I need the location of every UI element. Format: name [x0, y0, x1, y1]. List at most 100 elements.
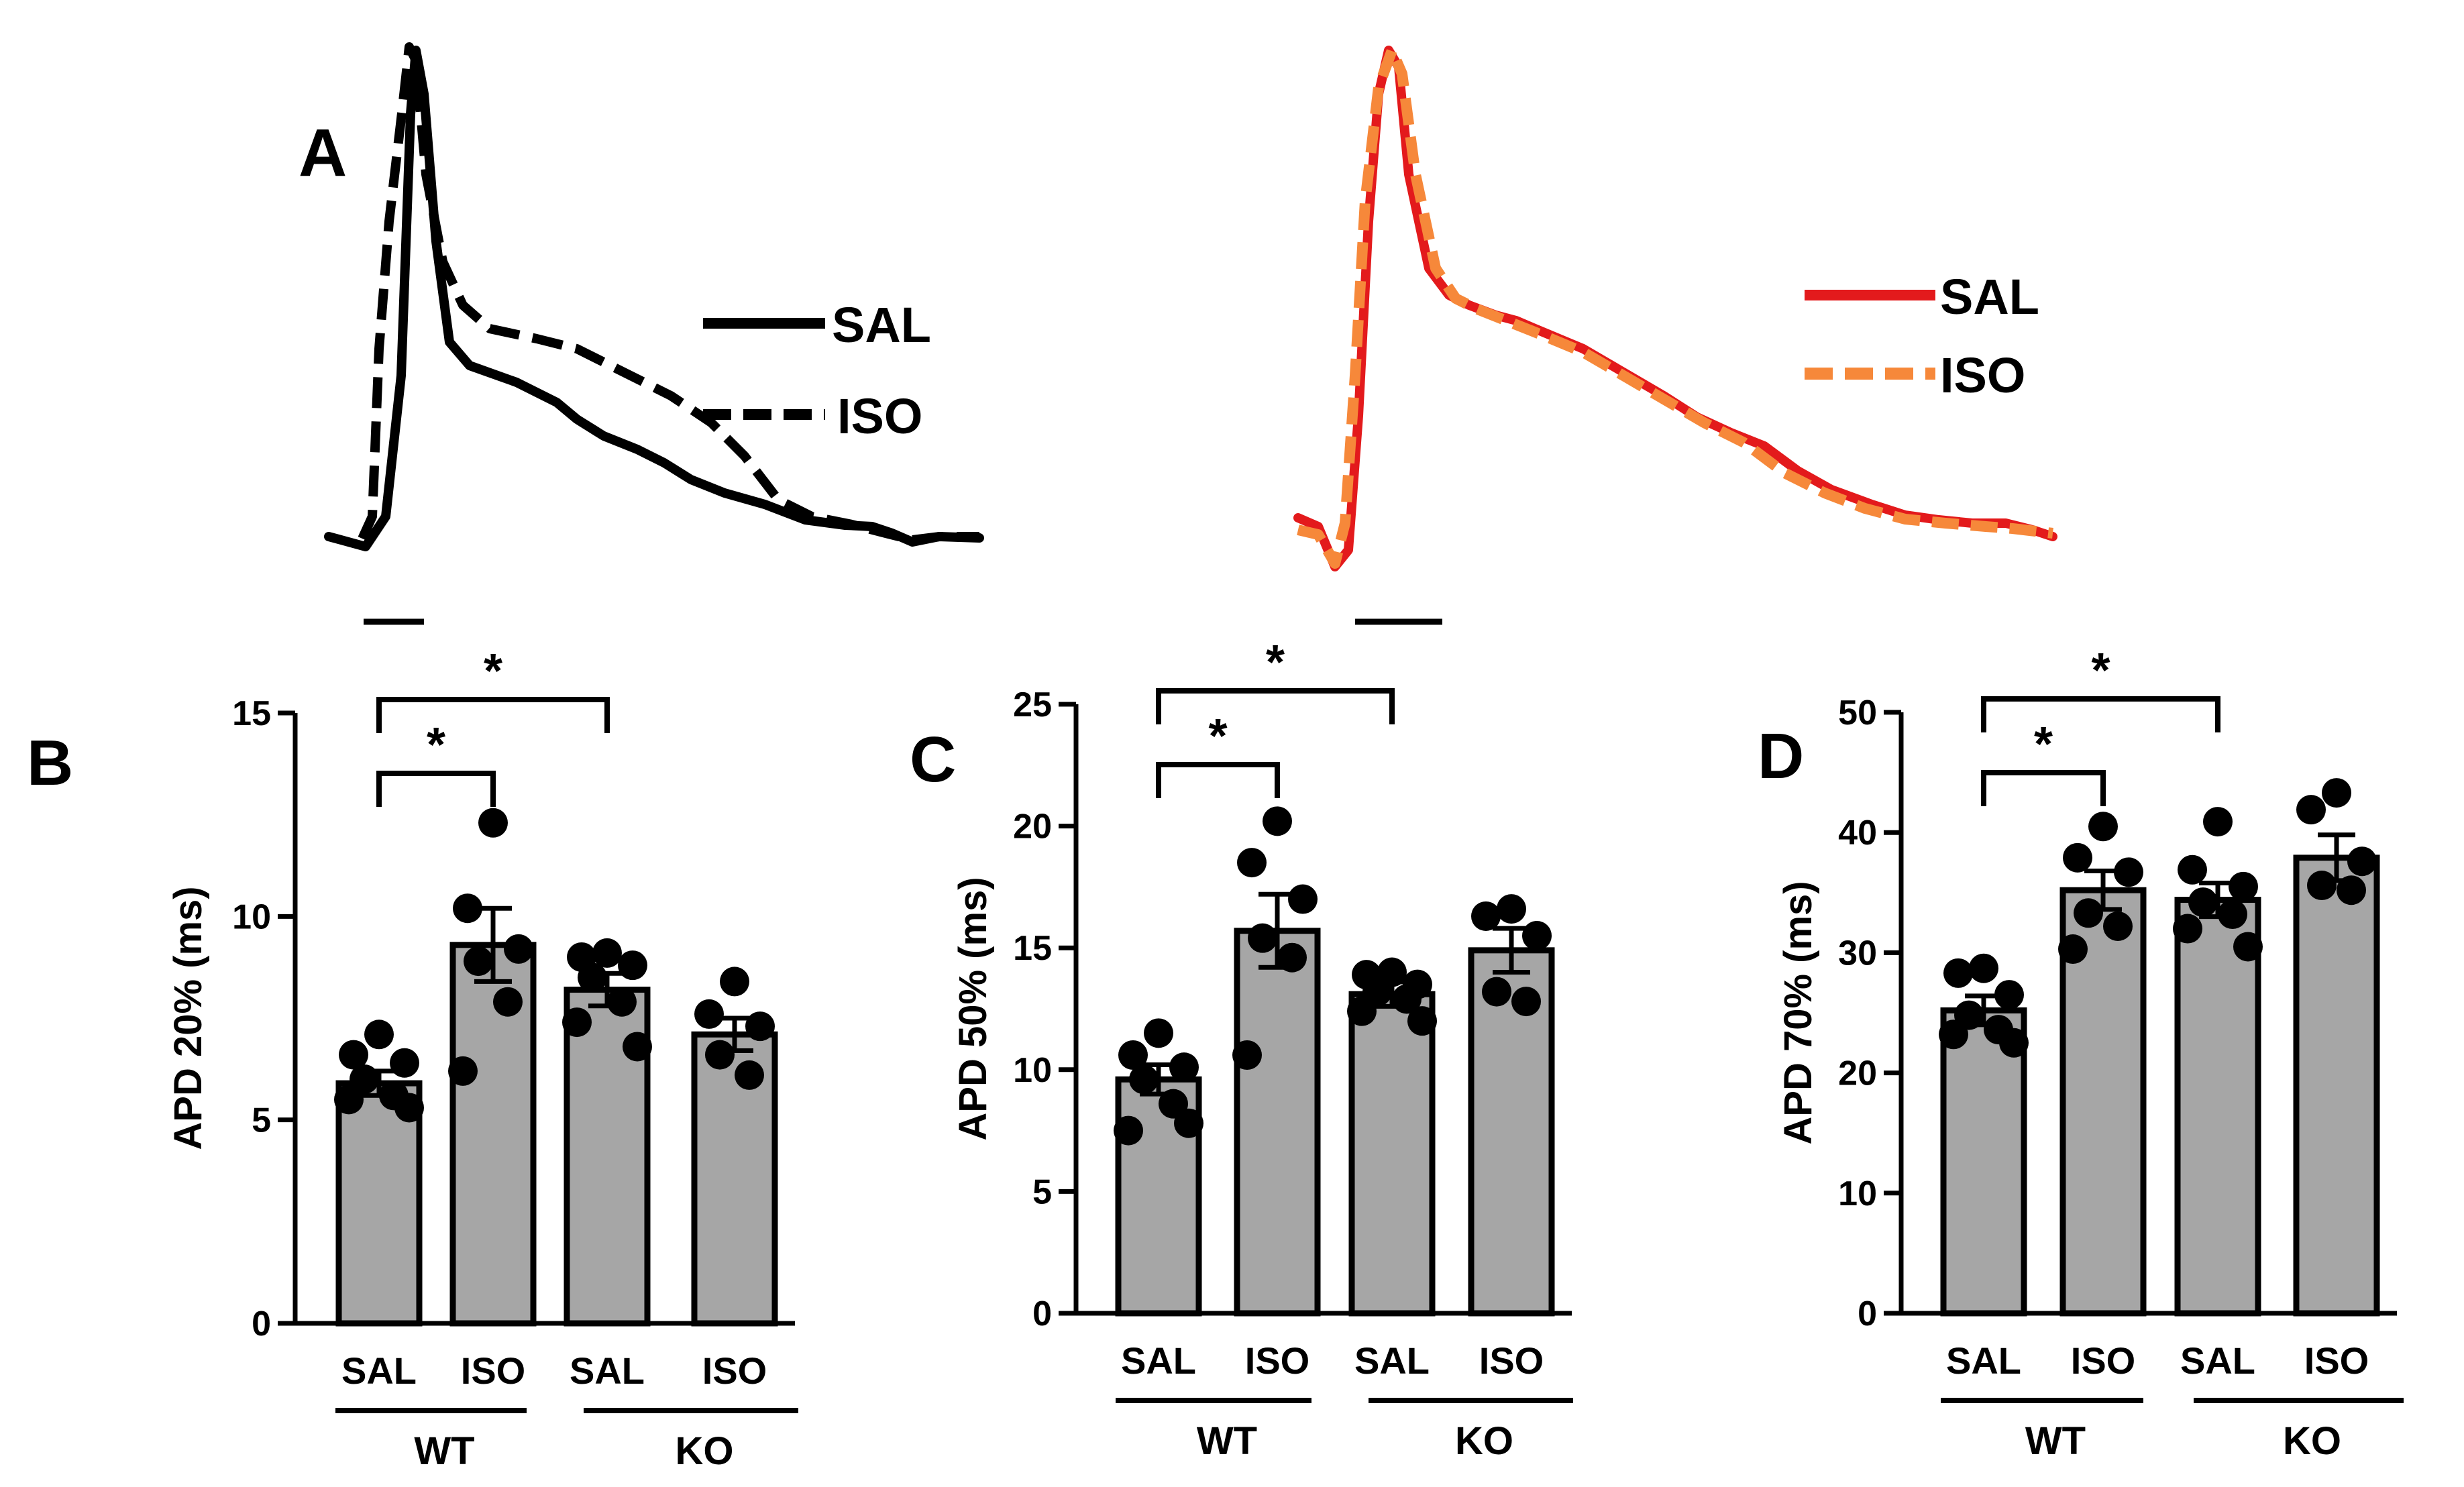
- y-tick-label-d: 10: [1838, 1174, 1877, 1213]
- data-point-d-1: [1969, 953, 1998, 983]
- significance-bracket-b-1: [376, 771, 496, 807]
- data-point-d-2: [2074, 898, 2103, 928]
- data-point-d-4: [2296, 795, 2326, 825]
- panel-label-c: C: [910, 724, 956, 795]
- data-point-d-2: [2114, 857, 2143, 887]
- y-tick-label-c: 25: [1013, 685, 1052, 724]
- data-point-d-2: [2088, 812, 2118, 842]
- y-axis-label-d: APD 70% (ms): [1776, 881, 1820, 1144]
- data-point-c-4: [1482, 977, 1511, 1007]
- panel-a: A SAL ISO SAL ISO: [299, 42, 2057, 625]
- data-point-b-4: [720, 967, 749, 997]
- category-label-c-4: ISO: [1479, 1339, 1544, 1382]
- data-point-c-1: [1169, 1052, 1199, 1083]
- significance-star-d-2: *: [2091, 644, 2110, 698]
- data-point-d-1: [1939, 1020, 1968, 1050]
- data-point-c-2: [1248, 923, 1277, 953]
- data-point-b-2: [478, 808, 508, 838]
- data-point-d-3: [2218, 899, 2247, 930]
- ko-legend-iso-label: ISO: [1940, 347, 2025, 403]
- category-label-d-2: ISO: [2071, 1339, 2135, 1382]
- data-point-c-4: [1497, 894, 1526, 924]
- bar-c-3: [1348, 991, 1436, 1317]
- category-label-d-4: ISO: [2304, 1339, 2369, 1382]
- y-tick-label-b: 15: [232, 694, 271, 733]
- data-point-c-4: [1511, 987, 1541, 1017]
- group-label-b-1: WT: [414, 1429, 474, 1473]
- data-point-b-2: [448, 1056, 478, 1086]
- data-point-c-3: [1407, 1006, 1437, 1036]
- bar-b-1: [335, 1080, 423, 1327]
- data-point-d-4: [2307, 871, 2337, 901]
- data-point-c-4: [1522, 921, 1552, 951]
- ko-legend-sal-label: SAL: [1940, 269, 2039, 325]
- bar-c-2: [1234, 928, 1321, 1317]
- data-point-b-3: [578, 962, 607, 993]
- y-tick-label-b: 5: [252, 1101, 271, 1140]
- panel-label-a: A: [299, 115, 347, 190]
- data-point-d-3: [2229, 871, 2258, 901]
- data-point-b-2: [493, 987, 523, 1017]
- bar-d-1: [1940, 1007, 2027, 1317]
- data-point-d-3: [2203, 807, 2233, 837]
- data-point-b-4: [735, 1060, 764, 1090]
- category-label-b-3: SAL: [570, 1350, 645, 1392]
- category-label-c-2: ISO: [1245, 1339, 1309, 1382]
- data-point-b-1: [390, 1048, 419, 1078]
- wt-sal-trace: [324, 46, 984, 551]
- wt-legend-sal-label: SAL: [832, 297, 931, 353]
- data-point-b-3: [607, 987, 637, 1017]
- group-label-d-1: WT: [2025, 1419, 2086, 1463]
- data-point-b-3: [562, 1007, 592, 1038]
- y-tick-label-b: 10: [232, 897, 271, 936]
- data-point-d-4: [2347, 846, 2377, 877]
- data-point-b-4: [694, 999, 724, 1029]
- data-point-b-1: [350, 1064, 379, 1094]
- data-point-b-1: [394, 1093, 424, 1123]
- significance-star-c-2: *: [1266, 636, 1285, 690]
- group-label-b-2: KO: [676, 1429, 734, 1473]
- group-label-c-1: WT: [1197, 1419, 1257, 1463]
- y-axis-label-b: APD 20% (ms): [166, 886, 210, 1150]
- category-label-d-3: SAL: [2180, 1339, 2255, 1382]
- category-label-b-1: SAL: [341, 1350, 417, 1392]
- data-point-b-1: [364, 1020, 394, 1050]
- group-label-c-2: KO: [1455, 1419, 1513, 1463]
- data-point-b-3: [623, 1032, 652, 1062]
- data-point-d-3: [2173, 914, 2202, 944]
- y-tick-label-c: 0: [1032, 1295, 1052, 1333]
- data-point-b-1: [339, 1040, 368, 1070]
- category-label-c-3: SAL: [1354, 1339, 1430, 1382]
- data-point-c-1: [1129, 1064, 1159, 1095]
- data-point-c-3: [1347, 996, 1377, 1026]
- data-point-d-1: [1994, 980, 2024, 1010]
- data-point-c-2: [1288, 884, 1318, 914]
- ko-iso-trace: [1297, 45, 2053, 569]
- panel-c: C 0 5 10 15 20 25 APD 50% (ms) SAL ISO SAL ISO WT KO *…: [910, 636, 1573, 1463]
- significance-star-d-1: *: [2034, 718, 2053, 771]
- y-tick-label-c: 10: [1013, 1051, 1052, 1090]
- significance-bracket-c-1: [1156, 762, 1280, 798]
- data-point-c-2: [1277, 942, 1307, 973]
- data-point-c-1: [1144, 1018, 1173, 1048]
- data-point-b-3: [592, 938, 622, 968]
- y-tick-label-c: 15: [1013, 929, 1052, 968]
- significance-star-b-1: *: [427, 718, 445, 772]
- data-point-c-1: [1114, 1115, 1143, 1146]
- panel-label-d: D: [1758, 720, 1804, 792]
- bar-d-3: [2174, 897, 2261, 1317]
- y-tick-label-c: 20: [1013, 808, 1052, 846]
- wt-legend-iso-label: ISO: [837, 388, 922, 444]
- data-point-d-2: [2103, 911, 2133, 941]
- significance-bracket-d-2: [1981, 696, 2220, 732]
- category-label-d-1: SAL: [1946, 1339, 2021, 1382]
- y-tick-label-d: 0: [1858, 1295, 1877, 1333]
- data-point-d-4: [2322, 778, 2351, 808]
- panel-d: D 0 10 20 30 40 50 APD 70% (ms) SAL ISO SAL ISO WT KO…: [1758, 644, 2404, 1463]
- y-tick-label-d: 50: [1838, 694, 1877, 732]
- y-tick-label-d: 40: [1838, 814, 1877, 852]
- data-point-c-3: [1392, 984, 1422, 1014]
- data-point-d-1: [1999, 1028, 2029, 1058]
- data-point-b-1: [334, 1085, 364, 1115]
